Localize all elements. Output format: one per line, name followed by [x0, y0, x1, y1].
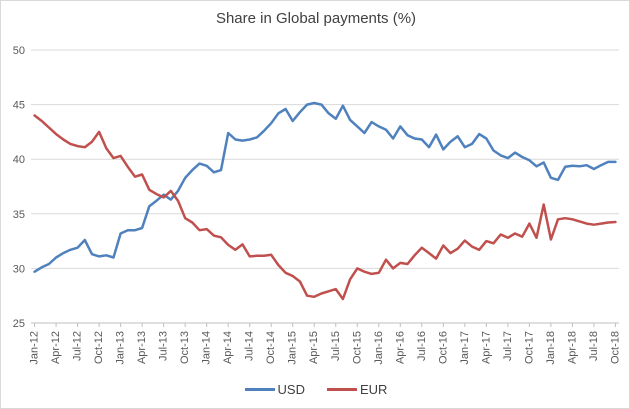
x-tick-label: Jan-16: [373, 331, 385, 365]
x-tick-label: Apr-13: [136, 331, 148, 364]
x-tick-label: Oct-16: [437, 331, 449, 364]
eur-line-swatch: [327, 388, 357, 391]
x-tick-label: Apr-16: [394, 331, 406, 364]
y-tick-label: 30: [13, 263, 25, 275]
eur-line: [33, 114, 617, 301]
legend-item-usd: USD: [244, 382, 305, 397]
y-tick-label: 50: [13, 45, 25, 57]
x-tick-label: Oct-12: [93, 331, 105, 364]
x-tick-label: Apr-18: [566, 331, 578, 364]
y-tick-label: 25: [13, 318, 25, 330]
x-tick-label: Jan-17: [459, 331, 471, 365]
x-tick-label: Jan-13: [115, 331, 127, 365]
x-tick-label: Oct-14: [265, 331, 277, 364]
x-tick-label: Jul-15: [330, 331, 342, 361]
legend-label-usd: USD: [277, 382, 305, 397]
x-tick-label: Jan-18: [545, 331, 557, 365]
legend-item-eur: EUR: [327, 382, 387, 397]
legend-label-eur: EUR: [360, 382, 388, 397]
x-tick-label: Apr-12: [50, 331, 62, 364]
usd-line: [33, 101, 617, 273]
x-tick-label: Jul-14: [244, 331, 256, 361]
x-tick-label: Apr-17: [480, 331, 492, 364]
x-tick-label: Jul-12: [72, 331, 84, 361]
x-tick-label: Oct-18: [609, 331, 621, 364]
x-tick-label: Jul-13: [158, 331, 170, 361]
x-tick-label: Oct-13: [179, 331, 191, 364]
y-tick-label: 40: [13, 154, 25, 166]
x-tick-label: Jul-18: [588, 331, 600, 361]
usd-line-swatch: [244, 388, 275, 391]
x-tick-label: Jul-16: [416, 331, 428, 361]
x-tick-label: Oct-17: [523, 331, 535, 364]
x-tick-label: Jan-15: [287, 331, 299, 365]
x-tick-label: Apr-15: [308, 331, 320, 364]
x-tick-label: Jan-12: [29, 331, 41, 365]
x-tick-label: Apr-14: [222, 331, 234, 364]
legend: USD EUR: [1, 382, 629, 397]
x-tick-label: Jul-17: [502, 331, 514, 361]
x-tick-label: Jan-14: [201, 331, 213, 365]
y-tick-label: 45: [13, 100, 25, 112]
y-tick-label: 35: [13, 209, 25, 221]
chart-title: Share in Global payments (%): [215, 10, 417, 27]
x-tick-label: Oct-15: [351, 331, 363, 364]
